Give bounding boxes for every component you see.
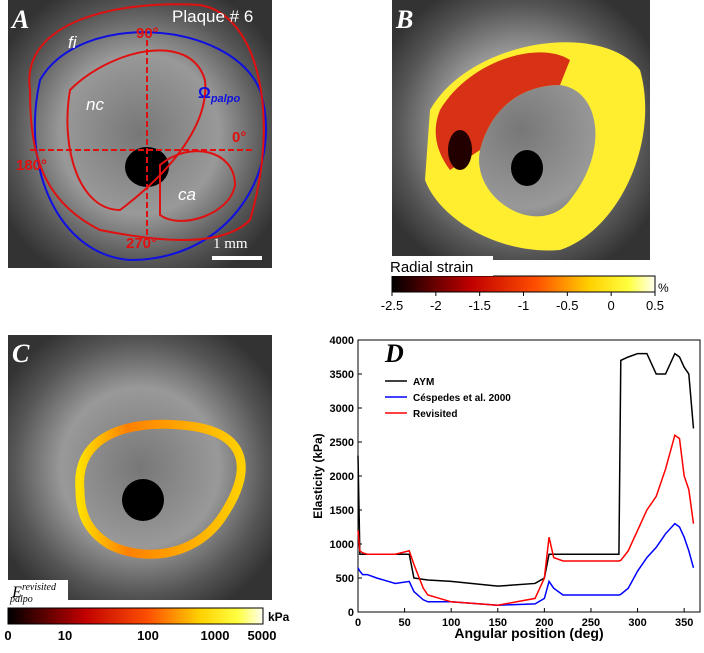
panel-a: A Plaque # 6 fi nc ca 90° 0° 180° 270° Ω…	[8, 0, 272, 268]
y-tick-label: 2500	[330, 437, 354, 449]
lumen	[511, 150, 543, 186]
x-tick-label: 150	[489, 617, 507, 629]
x-tick-label: 300	[628, 617, 646, 629]
y-tick-label: 500	[336, 573, 354, 585]
angle-label: 0°	[232, 129, 246, 146]
strain-peak	[448, 130, 472, 170]
colorbar-ticks: -2.5 -2 -1.5 -1 -0.5 0 0.5	[381, 292, 664, 313]
panel-c: C Erevisited palpo kPa 0 10 100 1000 5000	[4, 335, 290, 643]
colorbar-tick-label: 1000	[201, 628, 230, 643]
panel-letter: C	[12, 339, 30, 368]
y-tick-label: 3500	[330, 369, 354, 381]
colorbar-label: Radial strain	[390, 259, 473, 276]
x-tick-label: 100	[442, 617, 460, 629]
nc-contour	[66, 49, 207, 212]
colorbar-tick-label: -1	[518, 298, 530, 313]
panel-letter: B	[395, 5, 413, 34]
omega-label: Ωpalpo	[198, 85, 240, 105]
elasticity-label: Erevisited palpo	[9, 582, 57, 605]
panel-letter: D	[384, 339, 404, 368]
scale-label: 1 mm	[213, 236, 248, 252]
x-tick-label: 250	[582, 617, 600, 629]
panel-title: Plaque # 6	[172, 7, 253, 26]
colorbar-tick-label: 10	[58, 628, 72, 643]
y-tick-label: 1000	[330, 539, 354, 551]
region-label: fi	[68, 33, 78, 52]
region-label: ca	[178, 185, 196, 204]
colorbar-ticks: 0 10 100 1000 5000	[4, 628, 276, 643]
panel-letter: A	[10, 5, 29, 34]
fi-contour	[28, 3, 265, 241]
colorbar	[7, 607, 264, 625]
legend-label: Revisited	[413, 409, 457, 420]
y-tick-label: 3000	[330, 403, 354, 415]
y-tick-label: 1500	[330, 505, 354, 517]
colorbar-unit: %	[658, 281, 669, 295]
panel-d: 0 500 1000 1500 2000 2500 3000 3500 4000 0 50 100 15…	[311, 335, 701, 641]
angle-label: 270°	[126, 235, 157, 252]
y-tick-label: 0	[348, 607, 354, 619]
colorbar	[391, 275, 656, 293]
y-tick-label: 2000	[330, 471, 354, 483]
x-tick-label: 350	[675, 617, 693, 629]
label-bg	[8, 580, 68, 606]
panel-b: B Radial strain % -2.5 -2 -1.5 -1 -0.5 0 0.5	[381, 0, 669, 313]
ca-contour	[159, 150, 237, 222]
plot-area	[357, 339, 701, 613]
angle-label: 90°	[136, 25, 159, 42]
colorbar-tick-label: 0	[4, 628, 11, 643]
colorbar-label-bg	[383, 256, 493, 276]
colorbar-tick-label: 100	[137, 628, 159, 643]
colorbar-tick-label: -2.5	[381, 298, 403, 313]
y-tick-label: 4000	[330, 335, 354, 347]
colorbar-tick-label: 5000	[248, 628, 277, 643]
x-tick-label: 0	[355, 617, 361, 629]
colorbar-tick-label: 0.5	[646, 298, 664, 313]
angle-label: 180°	[16, 157, 47, 174]
series-line	[357, 433, 695, 606]
x-tick-label: 200	[535, 617, 553, 629]
ultrasound-image	[8, 335, 272, 600]
legend-label: Céspedes et al. 2000	[413, 393, 511, 404]
colorbar-tick-label: -1.5	[468, 298, 490, 313]
colorbar-tick-label: 0	[608, 298, 615, 313]
legend-label: AYM	[413, 377, 434, 388]
ultrasound-image	[8, 0, 272, 268]
x-axis-label: Angular position (deg)	[454, 625, 603, 641]
elasticity-ring	[75, 419, 246, 559]
omega-contour	[33, 31, 267, 262]
series-line	[357, 522, 695, 606]
colorbar-tick-label: -0.5	[556, 298, 578, 313]
region-label: nc	[86, 95, 104, 114]
lumen	[122, 479, 164, 521]
x-tick-label: 50	[398, 617, 410, 629]
colorbar-tick-label: -2	[430, 298, 442, 313]
y-axis-label: Elasticity (kPa)	[311, 433, 325, 518]
colorbar-unit: kPa	[268, 610, 290, 624]
